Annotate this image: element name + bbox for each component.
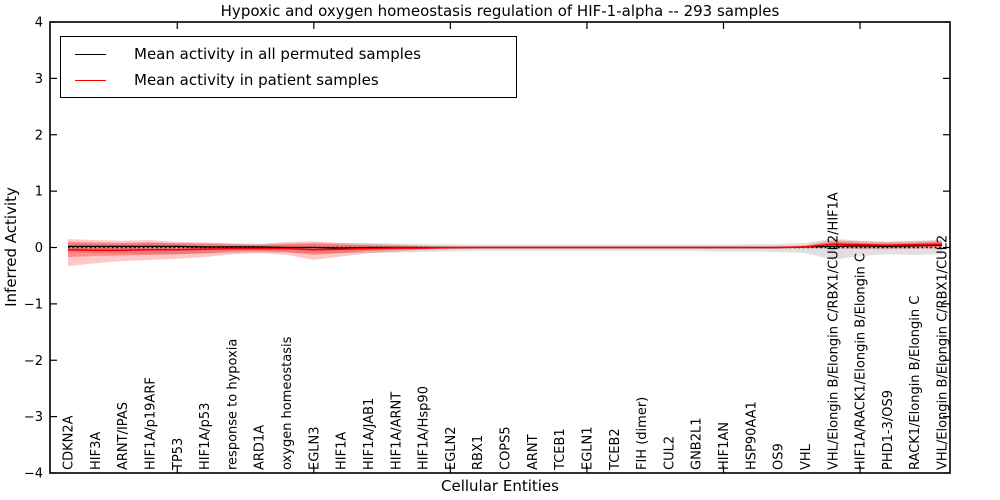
y-tick-label: −4 (24, 467, 43, 482)
y-tick-label: 3 (35, 72, 43, 87)
x-category-label: TCEB1 (553, 428, 568, 471)
permuted-std-band (68, 238, 942, 260)
x-category-label: TP53 (171, 438, 186, 471)
y-tick-label: −3 (24, 410, 43, 425)
x-category-label: HIF1A/RACK1/Elongin B/Elongin C (854, 253, 869, 470)
x-category-label: TCEB2 (608, 428, 623, 471)
patient-std-inner-band (68, 241, 942, 258)
legend: Mean activity in all permuted samples Me… (60, 36, 517, 98)
x-category-label: RACK1/Elongin B/Elongin C (908, 296, 923, 470)
x-category-label: VHL (799, 443, 814, 470)
legend-label-permuted: Mean activity in all permuted samples (134, 45, 421, 63)
x-category-label: FIH (dimer) (635, 397, 650, 470)
x-category-label: HSP90AA1 (744, 401, 759, 470)
x-category-label: HIF1A (335, 432, 350, 470)
x-category-label: HIF3A (89, 432, 104, 470)
x-category-label: HIF1A/ARNT (389, 392, 404, 470)
x-category-label: EGLN1 (580, 426, 595, 470)
x-category-label: ARNT (526, 434, 541, 470)
x-category-label: HIF1A/JAB1 (362, 398, 377, 470)
x-category-label: COPS5 (499, 426, 514, 470)
x-category-label: EGLN3 (307, 426, 322, 470)
x-category-label: HIF1A/p19ARF (143, 377, 158, 470)
x-axis-label: Cellular Entities (441, 477, 559, 495)
x-category-label: ARNT/IPAS (116, 402, 131, 470)
x-category-label: HIF1AN (717, 422, 732, 470)
x-category-label: CUL2 (662, 436, 677, 470)
x-category-label: HIF1A/p53 (198, 403, 213, 470)
patient-std-outer-band (68, 239, 942, 267)
x-category-label: ARD1A (253, 425, 268, 470)
patient-line-swatch (75, 79, 106, 81)
x-category-label: OS9 (772, 443, 787, 470)
y-tick-label: 0 (35, 241, 43, 256)
legend-item-patient: Mean activity in patient samples (75, 71, 516, 89)
x-category-label: oxygen homeostasis (280, 336, 295, 470)
x-category-label: GNB2L1 (690, 417, 705, 470)
y-tick-label: −1 (24, 297, 43, 312)
y-tick-label: −2 (24, 354, 43, 369)
legend-label-patient: Mean activity in patient samples (134, 71, 379, 89)
x-category-label: HIF1A/Hsp90 (417, 386, 432, 470)
x-category-label: response to hypoxia (225, 339, 240, 470)
chart-title: Hypoxic and oxygen homeostasis regulatio… (220, 2, 780, 20)
legend-item-permuted: Mean activity in all permuted samples (75, 45, 516, 63)
x-category-label: CDKN2A (62, 415, 77, 470)
y-tick-label: 2 (35, 128, 43, 143)
x-category-label: VHL/Elongin B/Elongin C/RBX1/CUL2/HIF1A (826, 192, 841, 470)
x-category-label: EGLN2 (444, 426, 459, 470)
permuted-line-swatch (75, 53, 106, 55)
x-category-label: VHL/Elongin B/Elongin C/RBX1/CUL2 (936, 235, 951, 470)
y-tick-label: 4 (35, 16, 43, 31)
x-category-label: RBX1 (471, 435, 486, 470)
x-category-label: PHD1-3/OS9 (881, 390, 896, 470)
y-tick-label: 1 (35, 185, 43, 200)
patient-mean-line (67, 243, 943, 252)
